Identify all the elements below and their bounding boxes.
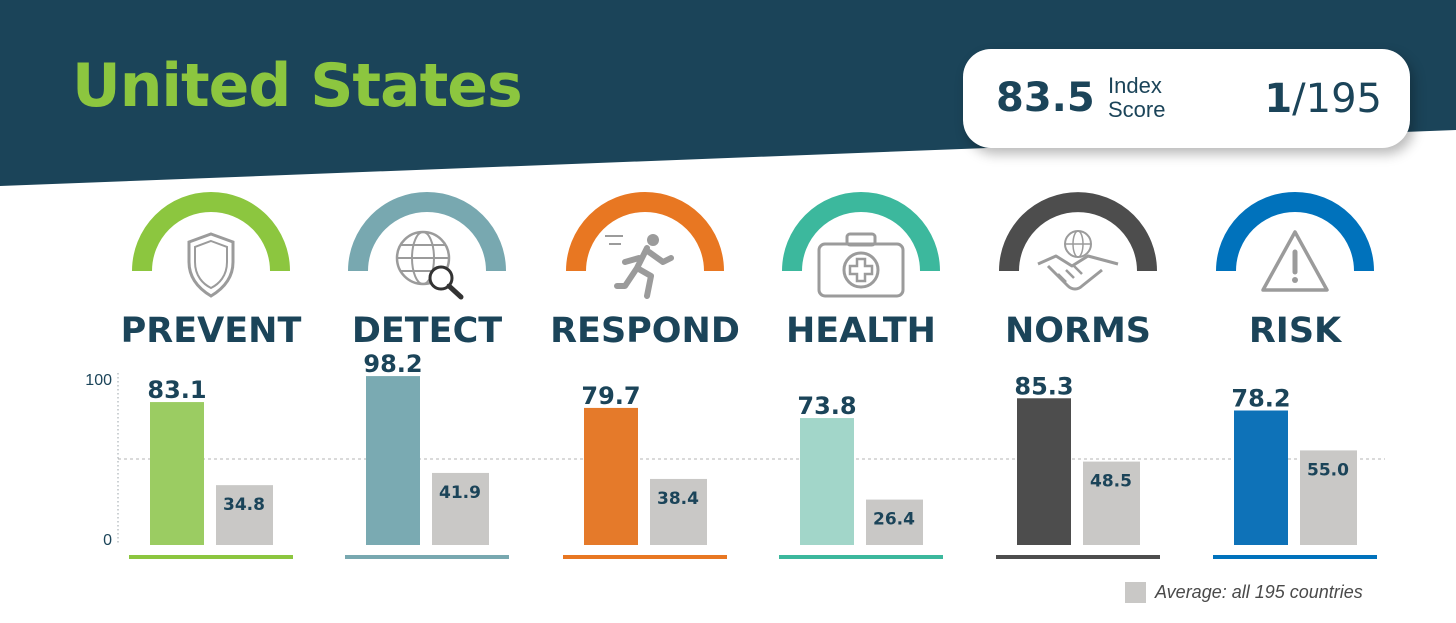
bar-prevent bbox=[150, 402, 204, 545]
avg-bar-norms bbox=[1083, 461, 1140, 545]
pillar-name-detect: DETECT bbox=[352, 311, 502, 351]
avg-bar-detect bbox=[432, 472, 489, 545]
legend-label-average: Average: all 195 countries bbox=[1155, 581, 1363, 602]
y-tick-label-top: 100 bbox=[85, 372, 112, 389]
pillar-arc-norms bbox=[999, 192, 1157, 272]
pillar-arc-respond bbox=[566, 192, 724, 272]
shield-icon bbox=[187, 232, 235, 298]
avg-bar-value-prevent: 34.8 bbox=[223, 495, 265, 515]
avg-bar-value-health: 26.4 bbox=[873, 510, 915, 530]
rank-total: /195 bbox=[1292, 76, 1382, 122]
chart-legend: Average: all 195 countries bbox=[1125, 581, 1363, 603]
avg-bar-prevent bbox=[216, 485, 273, 545]
avg-bar-risk bbox=[1300, 450, 1357, 545]
pillar-name-norms: NORMS bbox=[1005, 311, 1151, 351]
medical-kit-icon bbox=[817, 232, 905, 298]
avg-bar-health bbox=[866, 499, 923, 545]
pillar-name-prevent: PREVENT bbox=[121, 311, 302, 351]
bar-value-norms: 85.3 bbox=[1014, 372, 1073, 400]
avg-bar-value-risk: 55.0 bbox=[1307, 460, 1349, 480]
bar-norms bbox=[1017, 398, 1071, 545]
bar-value-risk: 78.2 bbox=[1231, 384, 1290, 412]
avg-bar-value-norms: 48.5 bbox=[1090, 472, 1132, 492]
y-tick-label-bottom: 0 bbox=[103, 532, 112, 549]
pillar-arc-health bbox=[782, 192, 940, 272]
pillar-baseline-health bbox=[779, 555, 943, 559]
pillar-baseline-norms bbox=[996, 555, 1160, 559]
pillar-baseline-risk bbox=[1213, 555, 1377, 559]
pillar-baseline-prevent bbox=[129, 555, 293, 559]
pillar-respond: RESPOND 79.7 38.4 bbox=[550, 192, 740, 559]
bar-value-prevent: 83.1 bbox=[147, 376, 206, 404]
bar-health bbox=[800, 418, 854, 545]
pillar-arc-risk bbox=[1216, 192, 1374, 272]
index-score-value: 83.5 bbox=[996, 75, 1095, 121]
pillar-name-risk: RISK bbox=[1249, 311, 1343, 351]
pillar-arc-prevent bbox=[132, 192, 290, 272]
bar-value-respond: 79.7 bbox=[581, 382, 640, 410]
country-title: United States bbox=[72, 51, 523, 121]
pillar-name-respond: RESPOND bbox=[550, 311, 740, 351]
handshake-globe-icon bbox=[1037, 230, 1119, 291]
pillar-health: HEALTH 73.8 26.4 bbox=[779, 192, 943, 559]
pillar-arc-detect bbox=[348, 192, 506, 272]
avg-bar-value-detect: 41.9 bbox=[439, 483, 481, 503]
avg-bar-value-respond: 38.4 bbox=[657, 489, 699, 509]
bar-detect bbox=[366, 376, 420, 545]
pillar-risk: RISK 78.2 55.0 bbox=[1213, 192, 1377, 559]
pillar-baseline-respond bbox=[563, 555, 727, 559]
bar-risk bbox=[1234, 410, 1288, 545]
pillar-baseline-detect bbox=[345, 555, 509, 559]
bar-value-detect: 98.2 bbox=[363, 350, 422, 378]
rank: 1/195 bbox=[1264, 79, 1382, 119]
warning-icon bbox=[1261, 230, 1329, 292]
bar-respond bbox=[584, 407, 638, 545]
score-card: 83.5 Index Score 1/195 bbox=[963, 49, 1410, 148]
index-score-label: Index Score bbox=[1108, 73, 1166, 122]
avg-bar-respond bbox=[650, 478, 707, 545]
legend-swatch-average bbox=[1125, 581, 1146, 603]
pillar-prevent: PREVENT 83.1 34.8 bbox=[121, 192, 302, 559]
running-person-icon bbox=[605, 234, 674, 299]
rank-position: 1 bbox=[1264, 76, 1293, 122]
pillar-norms: NORMS 85.3 48.5 bbox=[996, 192, 1160, 559]
bar-value-health: 73.8 bbox=[797, 392, 856, 420]
globe-search-icon bbox=[395, 230, 464, 300]
pillar-name-health: HEALTH bbox=[786, 311, 936, 351]
